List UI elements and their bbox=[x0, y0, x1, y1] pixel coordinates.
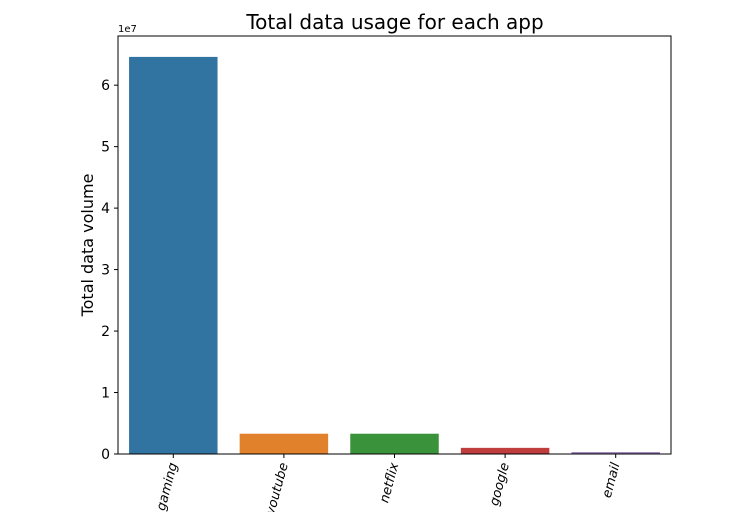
x-axis: gaming youtube netflix google email bbox=[154, 454, 624, 516]
bar-youtube bbox=[239, 433, 329, 454]
bar-google bbox=[460, 447, 550, 454]
y-tick-label: 1 bbox=[101, 386, 110, 402]
y-tick-label: 3 bbox=[101, 263, 110, 279]
x-tick-label: google bbox=[487, 461, 513, 507]
y-axis-offset-label: 1e7 bbox=[118, 24, 137, 35]
y-axis: 0 1 2 3 4 5 6 bbox=[101, 78, 118, 463]
y-axis-label: Total data volume bbox=[78, 174, 97, 318]
y-tick-label: 0 bbox=[101, 447, 110, 463]
x-tick-label: gaming bbox=[154, 461, 181, 512]
bar-email bbox=[571, 452, 660, 454]
x-tick-label: netflix bbox=[377, 461, 402, 505]
plot-frame bbox=[117, 35, 672, 455]
y-tick-label: 5 bbox=[101, 140, 110, 156]
chart-title: Total data usage for each app bbox=[245, 10, 543, 34]
bar-gaming bbox=[129, 56, 218, 455]
y-tick-label: 6 bbox=[101, 78, 110, 94]
bar-netflix bbox=[350, 433, 439, 454]
y-tick-label: 2 bbox=[101, 324, 110, 340]
bars-group bbox=[129, 56, 660, 455]
x-tick-label: youtube bbox=[263, 461, 292, 512]
x-tick-label: email bbox=[600, 461, 624, 500]
y-tick-label: 4 bbox=[101, 201, 110, 217]
